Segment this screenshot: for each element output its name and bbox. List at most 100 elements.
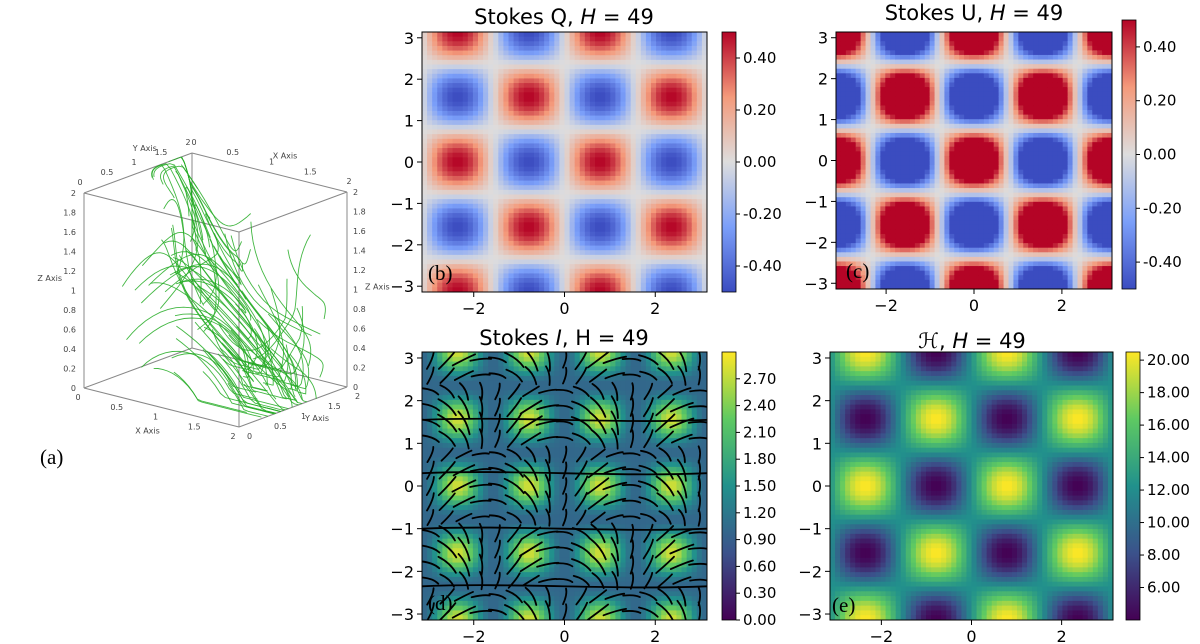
heatmap-cell [472,152,479,158]
heatmap-cell [914,256,921,263]
heatmap-cell [635,268,642,275]
y-tick-label: −1 [390,194,414,213]
heatmap-cell [503,199,510,205]
heatmap-cell [969,64,975,70]
heatmap-cell [605,254,611,261]
heatmap-cell [483,231,489,237]
heatmap-cell [427,162,433,168]
heatmap-cell [661,175,667,182]
heatmap-cell [701,166,707,172]
heatmap-cell [914,59,921,65]
heatmap-cell [840,197,847,203]
heatmap-cell [845,210,852,217]
heatmap-cell [836,201,842,207]
heatmap-cell [467,189,474,196]
heatmap-cell [939,197,946,203]
heatmap-cell [954,174,960,180]
heatmap-cell [457,189,464,196]
heatmap-cell [934,279,941,286]
heatmap-cell [579,189,586,196]
heatmap-cell [508,73,515,80]
heatmap-cell [865,151,872,157]
heatmap-cell [939,100,946,107]
heatmap-cell [836,146,842,152]
heatmap-cell [523,64,530,70]
heatmap-cell [452,264,459,270]
heatmap-cell [934,105,941,111]
heatmap-cell [539,83,545,89]
y-axis-tick: 0 [247,432,252,441]
heatmap-cell [661,148,667,154]
heatmap-cell [978,206,985,212]
heatmap-cell [559,231,566,237]
x-tick-label: 0 [559,299,569,318]
heatmap-cell [944,256,950,263]
heatmap-cell [427,87,433,93]
heatmap-cell [584,213,591,219]
heatmap-cell [589,41,596,47]
heatmap-cell [895,201,901,207]
heatmap-cell [914,41,921,47]
heatmap-cell [640,282,647,288]
heatmap-cell [944,197,950,203]
heatmap-cell [528,124,535,131]
heatmap-cell [472,143,479,149]
heatmap-cell [472,138,479,145]
heatmap-cell [483,83,489,89]
heatmap-cell [850,270,857,276]
heatmap-cell [954,123,960,129]
heatmap-cell [855,201,862,207]
heatmap-cell [549,268,555,275]
heatmap-cell [564,213,571,219]
heatmap-cell [870,233,877,240]
heatmap-cell [656,189,662,196]
heatmap-cell [493,41,499,47]
heatmap-cell [875,233,881,240]
heatmap-cell [870,100,877,107]
heatmap-cell [579,217,586,223]
heatmap-cell [640,69,647,75]
heatmap-cell [865,73,872,79]
heatmap-cell [549,222,555,228]
heatmap-cell [860,229,867,235]
heatmap-cell [508,129,515,135]
heatmap-cell [528,217,535,223]
heatmap-cell [845,247,852,253]
heatmap-cell [875,229,881,235]
heatmap-cell [661,97,667,103]
heatmap-cell [681,282,688,288]
heatmap-cell [840,252,847,258]
heatmap-cell [924,119,931,125]
heatmap-cell [885,243,891,249]
heatmap-cell [969,105,975,111]
heatmap-cell [919,220,926,226]
heatmap-cell [696,194,703,200]
heatmap-cell [432,143,438,149]
heatmap-cell [845,229,852,235]
heatmap-cell [645,278,652,284]
heatmap-cell [569,148,576,154]
heatmap-cell [875,266,881,272]
heatmap-cell [518,222,525,228]
heatmap-cell [533,268,540,275]
heatmap-cell [483,199,489,205]
heatmap-cell [949,229,955,235]
heatmap-cell [472,236,479,242]
heatmap-cell [635,45,642,52]
heatmap-cell [595,152,601,158]
heatmap-cell [559,73,566,80]
heatmap-cell [437,87,443,93]
heatmap-cell [691,157,698,163]
heatmap-cell [964,275,970,281]
heatmap-cell [615,143,622,149]
heatmap-cell [488,162,494,168]
heatmap-cell [523,268,530,275]
heatmap-cell [533,120,540,126]
heatmap-cell [661,87,667,93]
heatmap-cell [595,50,601,56]
heatmap-cell [905,169,911,175]
heatmap-cell [865,142,872,148]
heatmap-cell [914,119,921,125]
heatmap-cell [686,115,693,121]
heatmap-cell [457,268,464,275]
